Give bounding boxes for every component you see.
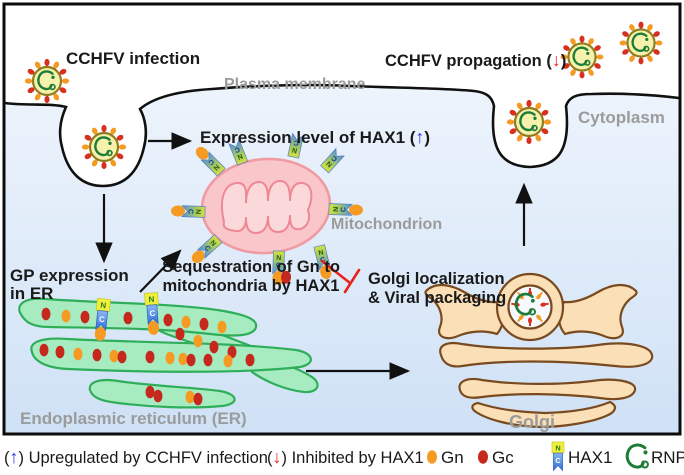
hax1-icon xyxy=(551,441,565,471)
legend-upregulated: (↑) Upregulated by CCHFV infection xyxy=(4,447,268,467)
label-mitochondrion: Mitochondrion xyxy=(331,216,442,233)
legend-gc: Gc xyxy=(492,448,514,467)
hax1-on-mitochondrion xyxy=(171,132,363,285)
hax1-on-er xyxy=(93,292,161,341)
label-gp-expression-line2: in ER xyxy=(10,284,53,303)
label-golgi: Golgi xyxy=(509,412,555,432)
label-golgi-localization-line2: & Viral packaging xyxy=(368,289,506,307)
legend-gn: Gn xyxy=(441,448,464,467)
legend-rnp: RNP xyxy=(651,448,684,467)
hax1-gn-icon xyxy=(329,204,363,216)
label-cchfv-propagation: CCHFV propagation (↓) xyxy=(385,50,566,70)
red-down-arrow-icon: ↓ xyxy=(552,50,561,70)
label-hax1-expression: Expression level of HAX1 (↑) xyxy=(200,127,430,147)
hax1-gn-icon xyxy=(171,205,205,217)
rnp-icon xyxy=(625,443,650,469)
label-er: Endoplasmic reticulum (ER) xyxy=(20,409,247,428)
propagation-close: ) xyxy=(561,52,567,70)
propagation-text: CCHFV propagation ( xyxy=(385,52,552,70)
legend-up-text: ) Upregulated by CCHFV infection xyxy=(19,449,268,467)
arrow-er-to-sequestration xyxy=(139,249,182,293)
gn-icon xyxy=(94,326,106,341)
plasma-membrane-line xyxy=(3,83,681,188)
diagram-border xyxy=(2,2,682,436)
label-golgi-localization-line1: Golgi localization xyxy=(368,270,505,288)
red-down-arrow-icon: ↓ xyxy=(273,447,282,467)
golgi-budding-virion xyxy=(511,288,549,326)
extracellular-space xyxy=(5,5,679,186)
legend-inhibited: (↓) Inhibited by HAX1 xyxy=(267,447,424,467)
hax1-expression-text: Expression level of HAX1 ( xyxy=(200,128,416,147)
gc-icon xyxy=(478,450,488,464)
blue-up-arrow-icon: ↑ xyxy=(415,127,424,147)
label-cchfv-infection: CCHFV infection xyxy=(66,49,200,68)
mitochondrion-cristae xyxy=(220,179,313,235)
er-glycoproteins xyxy=(39,307,255,406)
blue-up-arrow-icon: ↑ xyxy=(10,447,19,467)
legend: (↑) Upregulated by CCHFV infection (↓) I… xyxy=(4,441,684,471)
hax1-expression-close: ) xyxy=(424,128,430,147)
legend-up-open: ( xyxy=(4,449,10,467)
gn-icon xyxy=(427,450,437,464)
label-plasma-membrane: Plasma membrane xyxy=(224,76,366,93)
legend-hax1: HAX1 xyxy=(568,448,612,467)
label-sequestration-line2: mitochondria by HAX1 xyxy=(163,277,340,295)
legend-down-text: ) Inhibited by HAX1 xyxy=(282,449,424,467)
process-arrows xyxy=(95,132,533,380)
gn-icon xyxy=(147,320,159,335)
label-cytoplasm: Cytoplasm xyxy=(578,108,665,127)
legend-down-open: ( xyxy=(267,449,273,467)
label-sequestration-line1: Sequestration of Gn to xyxy=(162,258,340,276)
label-gp-expression-line1: GP expression xyxy=(10,266,129,285)
gc-icon xyxy=(281,270,292,284)
inhibition-symbol xyxy=(320,259,361,294)
